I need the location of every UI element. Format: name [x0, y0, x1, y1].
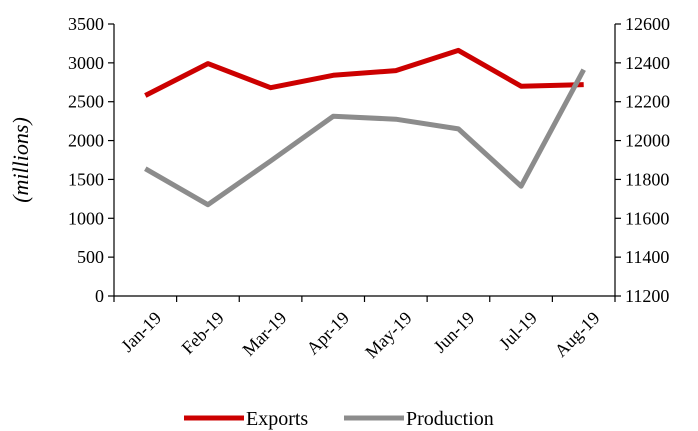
left-axis: 0 500 1000 1500 2000 2500 3000 3500 [68, 14, 115, 306]
left-tick-label: 2000 [68, 131, 104, 151]
series-line-production [144, 68, 586, 208]
x-tick-label: Jan-19 [117, 308, 165, 356]
left-tick-label: 2500 [68, 92, 104, 112]
right-tick-label: 11600 [625, 208, 669, 228]
x-tick-label: Apr-19 [302, 308, 353, 359]
x-tick-label: Feb-19 [178, 308, 228, 358]
x-tick-label: Jul-19 [495, 308, 541, 354]
x-axis-ticks: Jan-19 Feb-19 Mar-19 Apr-19 May-19 Jun-19 Jul-… [113, 296, 616, 362]
right-tick-label: 12400 [625, 53, 670, 73]
right-tick-label: 11200 [625, 286, 669, 306]
left-tick-label: 3000 [68, 53, 104, 73]
right-tick-label: 12000 [625, 131, 670, 151]
right-axis-ticks: 11200 11400 11600 11800 12000 12200 12400 12600 [615, 14, 670, 306]
left-tick-label: 500 [77, 247, 104, 267]
left-tick-label: 0 [95, 286, 104, 306]
series-layer [144, 47, 586, 208]
x-tick-label: May-19 [361, 308, 415, 362]
x-tick-label: Mar-19 [238, 308, 290, 360]
right-axis: 11200 11400 11600 11800 12000 12200 12400 12600 [614, 14, 670, 306]
right-tick-label: 12600 [625, 14, 670, 34]
right-tick-label: 12200 [625, 92, 670, 112]
right-tick-label: 11800 [625, 169, 669, 189]
legend-label-exports: Exports [246, 408, 308, 430]
x-axis: Jan-19 Feb-19 Mar-19 Apr-19 May-19 Jun-19 Jul-… [113, 295, 616, 362]
y-axis-label: (millions) [8, 117, 33, 203]
left-tick-label: 3500 [68, 14, 104, 34]
series-line-exports [144, 47, 584, 98]
left-tick-label: 1000 [68, 208, 104, 228]
x-tick-label: Aug-19 [551, 308, 604, 361]
left-tick-label: 1500 [68, 169, 104, 189]
legend: Exports Production [184, 408, 494, 430]
x-tick-label: Jun-19 [430, 308, 479, 357]
right-tick-label: 11400 [625, 247, 669, 267]
legend-label-production: Production [406, 408, 494, 430]
left-axis-ticks: 0 500 1000 1500 2000 2500 3000 3500 [68, 14, 114, 306]
